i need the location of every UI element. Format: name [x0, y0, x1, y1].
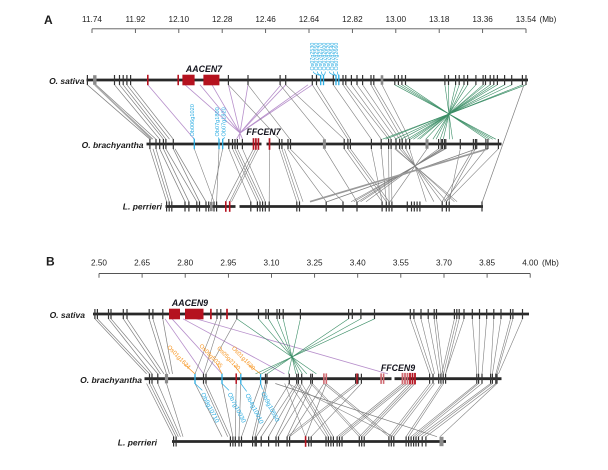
- svg-text:FFCEN7: FFCEN7: [246, 127, 281, 137]
- svg-text:3.70: 3.70: [436, 259, 452, 268]
- svg-text:12.64: 12.64: [299, 15, 320, 24]
- svg-text:11.74: 11.74: [82, 15, 102, 24]
- svg-text:12.82: 12.82: [342, 15, 363, 24]
- svg-text:A: A: [44, 13, 53, 27]
- svg-text:FFCEN9: FFCEN9: [381, 363, 415, 373]
- svg-text:O. brachyantha: O. brachyantha: [80, 375, 142, 385]
- svg-text:12.46: 12.46: [255, 15, 276, 24]
- svg-text:3.40: 3.40: [350, 259, 366, 268]
- svg-text:Ob07g1800: Ob07g1800: [215, 107, 221, 136]
- svg-text:AACEN9: AACEN9: [171, 298, 208, 308]
- svg-text:(Mb): (Mb): [542, 259, 559, 268]
- svg-text:B: B: [46, 255, 55, 269]
- svg-text:3.55: 3.55: [393, 259, 409, 268]
- svg-text:L. perrieri: L. perrieri: [123, 202, 163, 212]
- svg-text:O. sativa: O. sativa: [50, 310, 86, 320]
- svg-text:13.36: 13.36: [472, 15, 493, 24]
- svg-text:11.92: 11.92: [125, 15, 145, 24]
- svg-text:(Mb): (Mb): [540, 15, 557, 24]
- svg-text:2.50: 2.50: [91, 259, 107, 268]
- svg-text:O. brachyantha: O. brachyantha: [82, 140, 144, 150]
- svg-text:2.95: 2.95: [220, 259, 236, 268]
- svg-text:13.18: 13.18: [429, 15, 450, 24]
- svg-text:4.00: 4.00: [522, 259, 538, 268]
- svg-text:2.80: 2.80: [177, 259, 193, 268]
- svg-text:Ob006g1020: Ob006g1020: [190, 104, 196, 136]
- svg-text:3.10: 3.10: [264, 259, 280, 268]
- svg-text:O. sativa: O. sativa: [49, 76, 85, 86]
- svg-text:AACEN7: AACEN7: [185, 64, 223, 74]
- svg-text:L. perrieri: L. perrieri: [118, 438, 158, 448]
- svg-text:12.10: 12.10: [169, 15, 190, 24]
- svg-text:12.28: 12.28: [212, 15, 233, 24]
- svg-text:Os07g2660: Os07g2660: [334, 43, 340, 71]
- svg-text:13.00: 13.00: [386, 15, 407, 24]
- svg-text:3.85: 3.85: [479, 259, 495, 268]
- svg-text:13.54: 13.54: [516, 15, 537, 24]
- svg-text:Ob07g1820: Ob07g1820: [222, 107, 228, 136]
- svg-text:3.25: 3.25: [307, 259, 323, 268]
- svg-text:2.65: 2.65: [134, 259, 150, 268]
